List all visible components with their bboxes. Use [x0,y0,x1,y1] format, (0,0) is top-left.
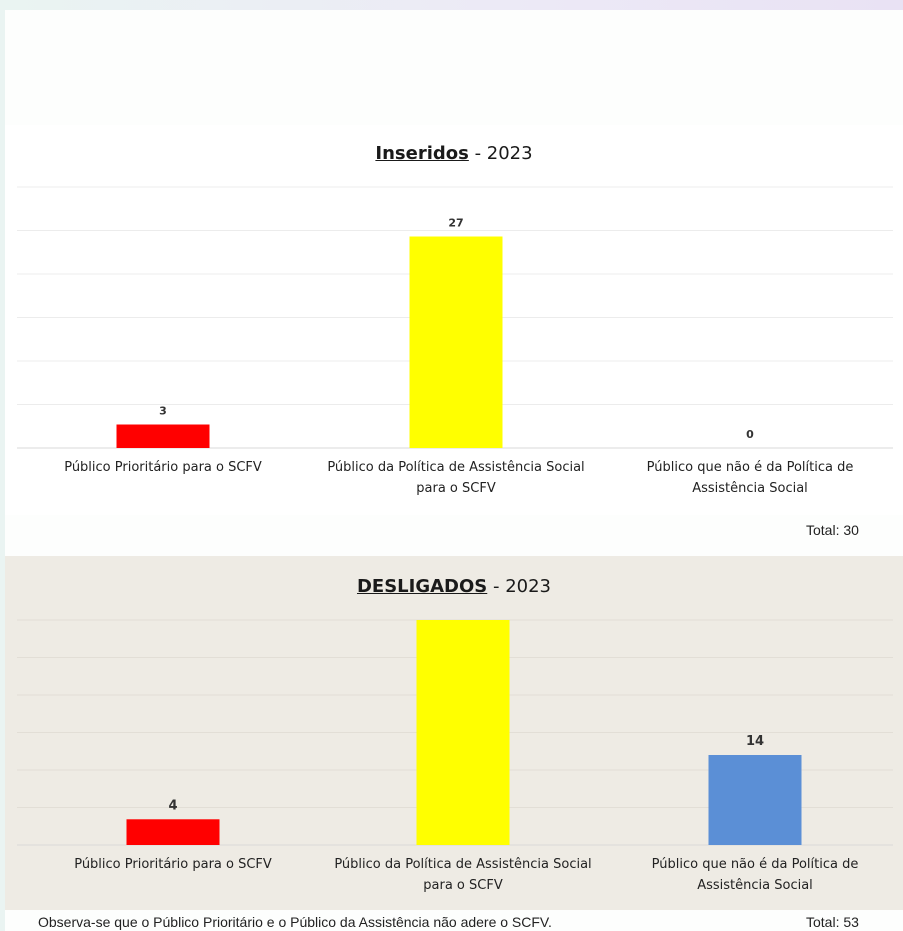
chart-title: DESLIGADOS - 2023 [5,576,903,597]
category-label: Público Prioritário para o SCFV [74,857,272,872]
category-label: para o SCFV [423,878,503,893]
chart-plot: 3 Público Prioritário para o SCFV 27 Públic… [17,186,893,496]
bar-3 [708,755,802,845]
bar-1 [116,424,210,448]
chart-inseridos: Inseridos - 2023 3 Público Prioritário pa… [5,125,903,515]
chart-title-bold: DESLIGADOS [356,576,488,597]
category-label: Público que não é da Política de [647,460,854,475]
data-label-2: 27 [448,217,463,230]
chart-title-year: - 2023 [487,576,552,597]
chart-title-year: - 2023 [468,143,533,164]
category-label: Público da Política de Assistência Socia… [327,460,584,475]
bar-2 [416,620,510,845]
category-label: Assistência Social [697,878,813,893]
top-strip [0,0,903,10]
data-label-1: 4 [168,798,177,813]
chart-plot: 4 Público Prioritário para o SCFV Público … [17,619,893,893]
category-label: Público Prioritário para o SCFV [64,460,262,475]
bar-1 [126,819,220,845]
chart-desligados: DESLIGADOS - 2023 4 Público Prioritário p… [5,556,903,910]
data-label-3: 0 [746,428,754,441]
total-inseridos: Total: 30 [806,522,859,538]
total-desligados: Total: 53 [806,914,859,930]
category-label: Assistência Social [692,481,808,496]
chart-title: Inseridos - 2023 [5,143,903,164]
category-label: Público que não é da Política de [652,857,859,872]
category-label: Público da Política de Assistência Socia… [334,857,591,872]
data-label-3: 14 [746,734,764,749]
observation-note: Observa-se que o Público Prioritário e o… [38,914,552,930]
chart-title-bold: Inseridos [375,143,469,164]
data-label-1: 3 [159,405,167,418]
bar-2 [409,236,503,448]
category-label: para o SCFV [416,481,496,496]
